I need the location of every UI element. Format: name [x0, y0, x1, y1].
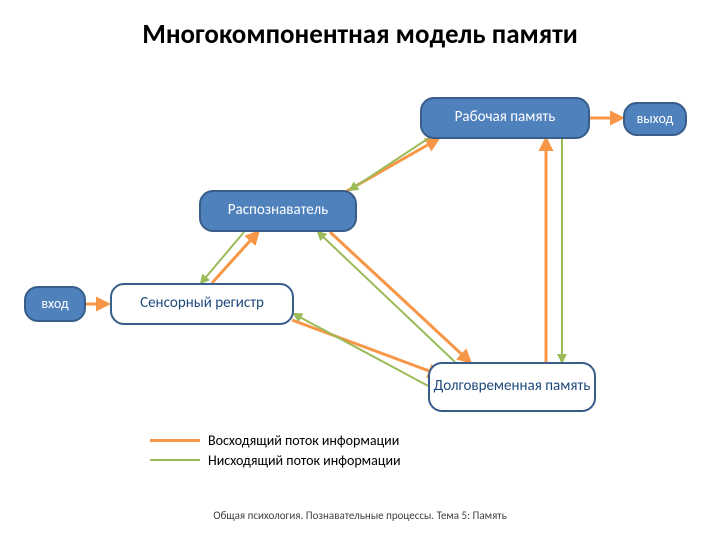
node-working-memory: Рабочая память	[420, 97, 590, 139]
node-longterm-memory: Долговременная память	[428, 362, 596, 412]
node-recognizer: Распознаватель	[199, 190, 357, 232]
legend-swatch-orange	[150, 439, 200, 442]
legend-row-up: Восходящий поток информации	[150, 432, 401, 450]
legend: Восходящий поток информации Нисходящий п…	[150, 432, 401, 471]
diagram-title: Многокомпонентная модель памяти	[0, 18, 720, 51]
node-label: Сенсорный регистр	[140, 295, 264, 312]
node-label: Распознаватель	[228, 202, 328, 219]
legend-swatch-green	[150, 459, 200, 461]
node-output: выход	[623, 102, 687, 136]
legend-row-down: Нисходящий поток информации	[150, 452, 401, 470]
node-input: вход	[24, 286, 86, 322]
node-label: вход	[41, 296, 68, 312]
node-sensory-register: Сенсорный регистр	[110, 283, 294, 325]
legend-label-up: Восходящий поток информации	[208, 432, 399, 450]
node-label: Долговременная память	[434, 378, 591, 395]
footer-text: Общая психология. Познавательные процесс…	[0, 509, 720, 522]
node-label: Рабочая память	[455, 109, 556, 126]
legend-label-down: Нисходящий поток информации	[208, 452, 401, 470]
node-label: выход	[637, 111, 674, 127]
